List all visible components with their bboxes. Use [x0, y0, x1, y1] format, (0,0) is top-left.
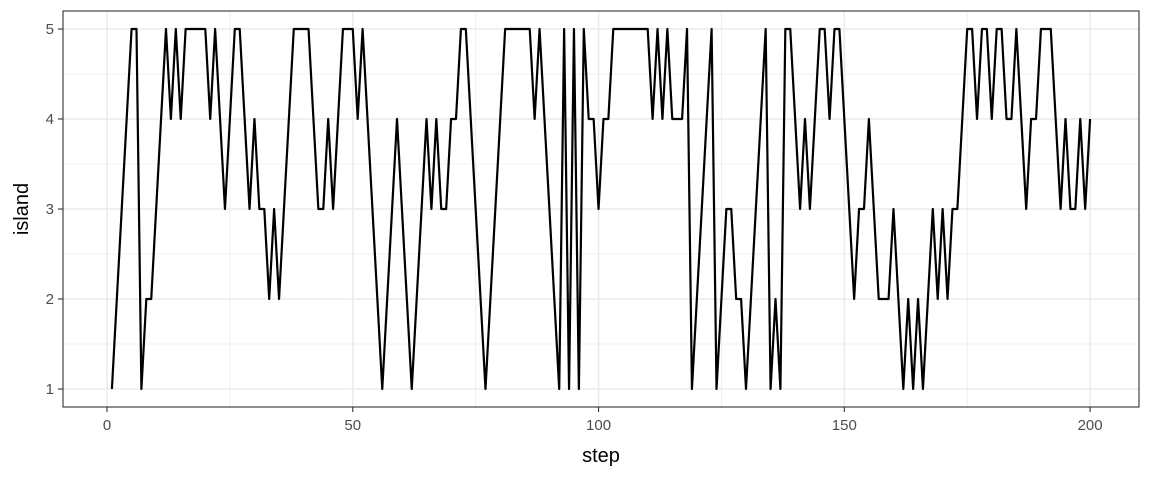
- series-line-0: [110, 27, 1092, 391]
- x-tick-label: 50: [344, 417, 361, 434]
- x-axis-title: step: [582, 445, 620, 467]
- y-tick-label: 3: [46, 201, 54, 218]
- x-tick-label: 150: [832, 417, 857, 434]
- x-tick-label: 0: [103, 417, 111, 434]
- series-layer: [110, 27, 1092, 391]
- x-tick-label: 200: [1078, 417, 1103, 434]
- y-tick-label: 2: [46, 291, 54, 308]
- x-tick-label: 100: [586, 417, 611, 434]
- y-axis-title: island: [11, 183, 33, 235]
- y-tick-label: 5: [46, 21, 54, 38]
- y-tick-label: 4: [46, 111, 54, 128]
- axis-layer: 0 50 100 150 200 1 2 3 4 5: [46, 21, 1103, 434]
- y-tick-label: 1: [46, 381, 54, 398]
